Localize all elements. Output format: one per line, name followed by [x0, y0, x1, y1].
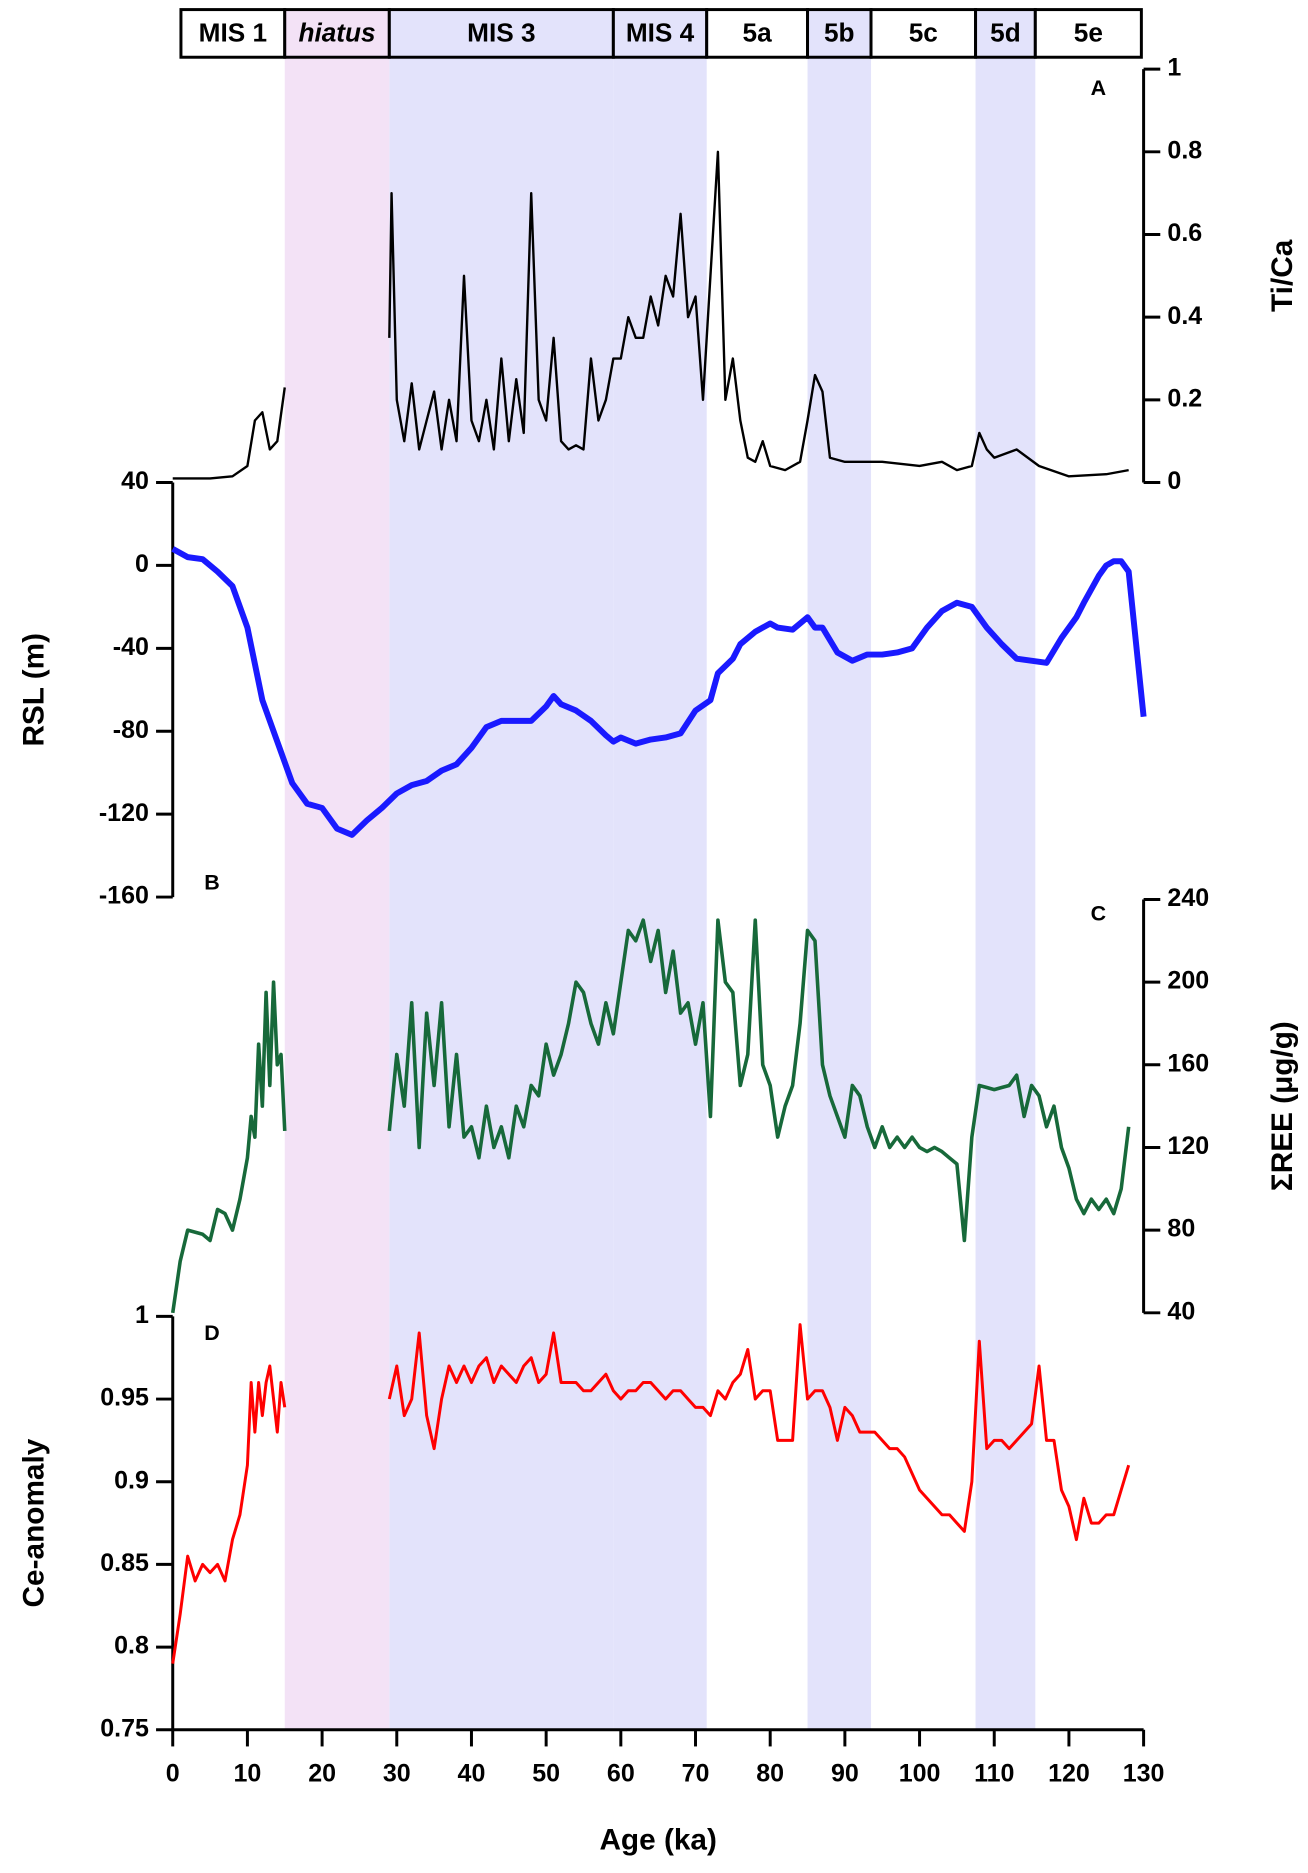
stage-box: [806, 8, 873, 59]
x-tick-label: 50: [532, 1760, 560, 1788]
y-tick-label: 80: [1167, 1215, 1195, 1243]
plot-layer: MIS 1 hiatus MIS 3 MIS 4 5a 5b 5c 5d 5e 0 0.2 0.4 0.…: [18, 8, 1299, 1857]
stage-band: [389, 57, 614, 1730]
data-line: [171, 546, 1147, 838]
stage-label: 5a: [743, 18, 773, 48]
stage-box: [387, 8, 615, 59]
y-tick-label: -40: [113, 633, 149, 661]
stage-band: [807, 57, 872, 1730]
y-tick-label: -120: [99, 799, 149, 827]
stage-label: MIS 3: [467, 18, 535, 48]
x-axis-title: Age (ka): [599, 1824, 716, 1857]
y-tick-label: 160: [1167, 1049, 1209, 1077]
y-tick-label: 0.95: [100, 1384, 149, 1412]
data-line: [170, 918, 1131, 1314]
x-tick-label: 0: [166, 1760, 180, 1788]
x-tick-label: 10: [234, 1760, 262, 1788]
x-tick-label: 60: [607, 1760, 635, 1788]
y-tick-label: 0.9: [114, 1466, 149, 1494]
stage-label: 5b: [824, 18, 855, 48]
stage-label: 5e: [1074, 18, 1103, 48]
y-tick-label: 0.6: [1167, 219, 1202, 247]
stage-box: [611, 8, 709, 59]
y-tick-label: -160: [99, 882, 149, 910]
y-tick-label: 0.85: [100, 1549, 149, 1577]
panel-label: B: [204, 871, 219, 895]
x-tick-label: 70: [682, 1760, 710, 1788]
data-line: [172, 150, 1129, 480]
x-tick-label: 80: [756, 1760, 784, 1788]
y-tick-label: 0.8: [1167, 136, 1202, 164]
x-tick-label: 120: [1048, 1760, 1090, 1788]
stage-label: 5d: [990, 18, 1021, 48]
y-tick-label: 0.4: [1167, 302, 1202, 330]
y-tick-label: -80: [113, 716, 149, 744]
y-axis-title: ΣREE (μg/g): [1266, 1021, 1299, 1191]
y-tick-label: 1: [1167, 54, 1181, 82]
panel-label: C: [1091, 902, 1106, 926]
x-tick-label: 30: [383, 1760, 411, 1788]
stage-box: [869, 8, 978, 59]
x-tick-label: 130: [1123, 1760, 1165, 1788]
stage-band: [284, 57, 390, 1730]
y-tick-label: 0.8: [114, 1632, 149, 1660]
data-line: [171, 1323, 1131, 1664]
y-tick-label: 40: [1167, 1297, 1195, 1325]
stage-label: 5c: [909, 18, 938, 48]
y-tick-label: 200: [1167, 967, 1209, 995]
x-tick-label: 40: [458, 1760, 486, 1788]
y-tick-label: 0.2: [1167, 384, 1202, 412]
panel-label: D: [204, 1321, 219, 1345]
stage-band: [613, 57, 707, 1730]
x-tick-label: 100: [899, 1760, 941, 1788]
y-tick-label: 0.75: [100, 1714, 149, 1742]
stage-band: [975, 57, 1036, 1730]
stage-label: MIS 4: [626, 18, 695, 48]
y-tick-label: 1: [135, 1301, 149, 1329]
stage-box: [1033, 8, 1143, 59]
stage-box: [705, 8, 810, 59]
y-axis-title: Ce-anomaly: [18, 1438, 51, 1607]
x-tick-label: 20: [308, 1760, 336, 1788]
panel-label: A: [1091, 76, 1106, 100]
y-tick-label: 120: [1167, 1132, 1209, 1160]
stage-box: [974, 8, 1037, 59]
shading-layer: [284, 57, 1036, 1730]
x-tick-label: 110: [974, 1760, 1014, 1788]
stage-label: MIS 1: [199, 18, 267, 48]
y-axis-title: Ti/Ca: [1266, 239, 1299, 312]
stage-label: hiatus: [298, 18, 375, 48]
stage-box: [283, 8, 391, 59]
y-tick-label: 0: [1167, 467, 1181, 495]
y-tick-label: 40: [121, 467, 149, 495]
y-tick-label: 0: [135, 550, 149, 578]
stage-box: [179, 8, 287, 59]
y-axis-title: RSL (m): [18, 633, 51, 747]
y-tick-label: 240: [1167, 884, 1209, 912]
x-tick-label: 90: [831, 1760, 859, 1788]
